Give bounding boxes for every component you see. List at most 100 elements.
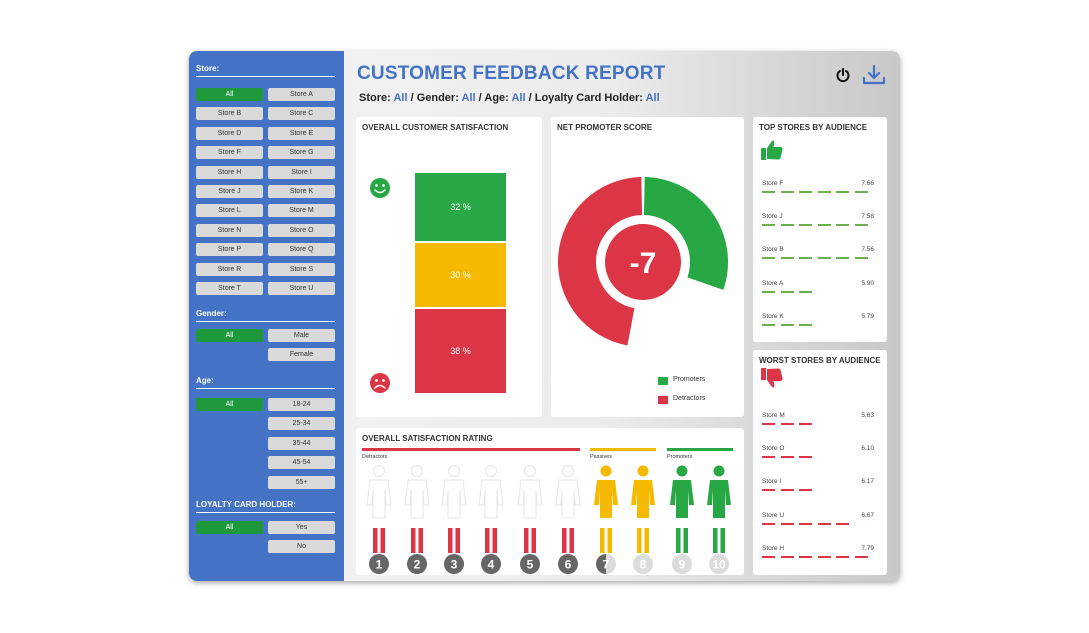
top-store-name: Store K [762, 312, 784, 320]
gender-filter-title: Gender: [196, 309, 227, 318]
store-option-store-i[interactable]: Store I [268, 165, 335, 179]
person-head [485, 465, 497, 477]
store-option-store-l[interactable]: Store L [196, 204, 263, 218]
worst-store-name: Store M [762, 412, 785, 419]
store-option-store-d[interactable]: Store D [196, 126, 263, 140]
store-option-store-s[interactable]: Store S [268, 262, 335, 276]
store-option-store-p[interactable]: Store P [196, 243, 263, 257]
store-option-store-n[interactable]: Store N [196, 223, 263, 237]
worst-score-dash [817, 522, 831, 525]
loyalty-option-no[interactable]: No [268, 540, 335, 554]
store-option-store-o[interactable]: Store O [268, 223, 335, 237]
person-body [555, 479, 581, 519]
person-head [562, 465, 574, 477]
age-filter-divider [196, 388, 335, 389]
top-store-name: Store A [762, 279, 784, 287]
rating-score-circle [407, 554, 427, 574]
top-store-score: 7.56 [861, 246, 874, 254]
rating-score-circle [481, 554, 501, 574]
gender-option-male[interactable]: Male [268, 329, 335, 342]
power-icon[interactable] [835, 67, 851, 83]
person-leg [418, 528, 423, 553]
store-option-store-a[interactable]: Store A [268, 88, 335, 101]
store-option-store-g[interactable]: Store G [268, 146, 335, 160]
rating-score-label: 9 [679, 558, 686, 572]
store-option-store-q[interactable]: Store Q [268, 243, 335, 257]
age-option-35-44[interactable]: 35-44 [268, 436, 335, 450]
nps-panel: NET PROMOTER SCORE -7 Promoters Detracto… [551, 117, 744, 417]
rating-score-label: 6 [565, 558, 572, 572]
filter-summary-age-label: Age: [484, 92, 509, 104]
nps-gauge: -7 [558, 177, 728, 346]
download-icon[interactable] [862, 64, 886, 86]
person-leg [524, 528, 529, 553]
store-option-store-h[interactable]: Store H [196, 165, 263, 179]
top-store-score: 7.66 [861, 180, 874, 187]
loyalty-option-yes[interactable]: Yes [268, 521, 335, 534]
top-score-dash [854, 191, 868, 193]
top-score-dash [762, 257, 775, 260]
worst-score-dash [762, 489, 775, 492]
store-option-all[interactable]: All [196, 88, 263, 101]
rating-person-1 [366, 465, 392, 553]
top-score-dash [836, 191, 849, 193]
filter-sidebar: Store: All Store A Store B Store C Store D St… [189, 51, 344, 581]
worst-score-dash [799, 456, 812, 459]
person-body [404, 479, 430, 519]
age-option-all[interactable]: All [196, 398, 263, 411]
person-leg [455, 528, 460, 553]
satisfaction-rating-chart: Detractors Passives Promoters 1 2 3 4 5 6 7 8 9 10 [362, 448, 733, 574]
nps-title: NET PROMOTER SCORE [557, 123, 653, 132]
store-option-store-t[interactable]: Store T [196, 282, 263, 295]
filter-summary-store-label: Store: [359, 92, 391, 104]
rating-score-partial [596, 554, 606, 574]
top-stores-title: TOP STORES BY AUDIENCE [759, 123, 868, 132]
store-option-store-r[interactable]: Store R [196, 262, 263, 276]
sad-face-icon [370, 373, 390, 393]
rating-person-6 [555, 465, 581, 553]
worst-score-dash [762, 522, 775, 525]
age-option-25-34[interactable]: 25-34 [268, 417, 335, 431]
person-head [600, 465, 612, 477]
worst-stores-panel: WORST STORES BY AUDIENCE Store M 5.63 Stor… [753, 350, 887, 575]
top-store-name: Store J [762, 213, 783, 221]
worst-score-dash [780, 522, 794, 525]
store-option-store-e[interactable]: Store E [268, 126, 335, 140]
age-option-45-54[interactable]: 45-54 [268, 456, 335, 470]
gender-option-all[interactable]: All [196, 329, 263, 342]
age-option-55[interactable]: 55+ [268, 475, 335, 489]
worst-score-dash [836, 522, 849, 525]
filter-summary-separator: / [410, 92, 414, 104]
loyalty-option-all[interactable]: All [196, 521, 263, 534]
rating-score-label: 4 [488, 558, 495, 572]
person-leg [683, 528, 688, 553]
top-score-dash [780, 290, 794, 293]
store-option-store-f[interactable]: Store F [196, 146, 263, 160]
person-head [713, 465, 725, 477]
nps-score-circle [605, 224, 681, 300]
rating-person-2 [404, 465, 430, 553]
store-option-store-j[interactable]: Store J [196, 185, 263, 198]
satisfaction-segment-3: 38 % [415, 309, 506, 393]
age-option-18-24[interactable]: 18-24 [268, 398, 335, 411]
loyalty-filter-divider [196, 512, 335, 513]
worst-store-name: Store U [762, 511, 785, 519]
promoters-group-label: Promoters [667, 454, 693, 460]
store-option-store-c[interactable]: Store C [268, 107, 335, 121]
store-option-store-u[interactable]: Store U [268, 282, 335, 295]
person-body [366, 479, 392, 519]
detractors-group-bar [362, 448, 580, 451]
store-option-store-k[interactable]: Store K [268, 185, 335, 198]
person-head [524, 465, 536, 477]
store-option-store-b[interactable]: Store B [196, 107, 263, 121]
thumbs-up-icon [761, 140, 783, 160]
worst-score-dash [799, 489, 812, 492]
worst-score-dash [854, 555, 868, 558]
store-option-store-m[interactable]: Store M [268, 204, 335, 218]
filter-summary-separator: / [528, 92, 532, 104]
top-store-score: 7.58 [861, 213, 874, 221]
gender-option-female[interactable]: Female [268, 348, 335, 362]
worst-store-name: Store O [762, 445, 785, 453]
rating-person-4 [478, 465, 504, 553]
person-leg [569, 528, 574, 553]
